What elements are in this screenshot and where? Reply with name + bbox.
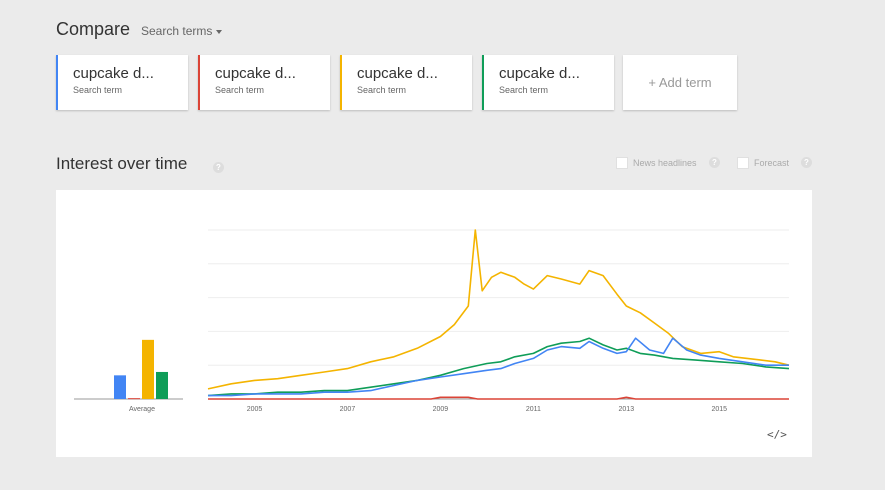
average-bar (114, 375, 126, 399)
interest-chart: 2005 2007 2009 2011 2013 2015 Average (74, 229, 790, 413)
x-tick-label: 2011 (526, 406, 541, 413)
series-line (207, 229, 790, 390)
term-text: cupcake d... (73, 65, 154, 82)
embed-code-icon[interactable]: </> (767, 428, 787, 441)
term-color-bar (482, 55, 484, 110)
help-icon[interactable]: ? (709, 157, 720, 168)
search-terms-dropdown[interactable]: Search terms (141, 24, 223, 38)
average-bar (142, 339, 154, 399)
compare-title: Compare (56, 19, 131, 39)
term-color-bar (198, 55, 200, 110)
series-line (208, 337, 789, 397)
average-label: Average (129, 406, 155, 413)
term-subtitle: Search term (215, 85, 265, 95)
term-text: cupcake d... (499, 65, 580, 82)
x-tick-label: 2009 (433, 406, 449, 413)
add-term-button[interactable]: + Add term (623, 55, 737, 110)
x-tick-label: 2013 (619, 406, 635, 413)
x-tick-label: 2015 (711, 406, 727, 413)
term-card-4[interactable]: cupcake d... Search term (482, 55, 614, 110)
average-bar (156, 371, 168, 399)
average-bar (128, 398, 140, 400)
help-icon[interactable]: ? (213, 162, 224, 173)
search-terms-label: Search terms (141, 24, 213, 38)
news-headlines-checkbox[interactable] (616, 157, 628, 169)
news-headlines-label: News headlines (633, 158, 697, 168)
term-card-2[interactable]: cupcake d... Search term (198, 55, 330, 110)
series-line (208, 396, 789, 400)
help-icon[interactable]: ? (801, 157, 812, 168)
term-card-3[interactable]: cupcake d... Search term (340, 55, 472, 110)
term-color-bar (56, 55, 58, 110)
term-subtitle: Search term (499, 85, 549, 95)
forecast-label: Forecast (754, 158, 790, 168)
forecast-checkbox[interactable] (737, 157, 749, 169)
x-tick-label: 2007 (340, 406, 356, 413)
term-subtitle: Search term (357, 85, 407, 95)
interest-over-time-title: Interest over time (56, 154, 188, 173)
term-card-1[interactable]: cupcake d... Search term (56, 55, 188, 110)
term-text: cupcake d... (357, 65, 438, 82)
term-text: cupcake d... (215, 65, 296, 82)
series-line (207, 337, 790, 397)
chart-panel: 2005 2007 2009 2011 2013 2015 Average (56, 190, 812, 457)
term-color-bar (340, 55, 342, 110)
term-subtitle: Search term (73, 85, 123, 95)
x-tick-label: 2005 (247, 406, 263, 413)
caret-down-icon (216, 29, 223, 34)
